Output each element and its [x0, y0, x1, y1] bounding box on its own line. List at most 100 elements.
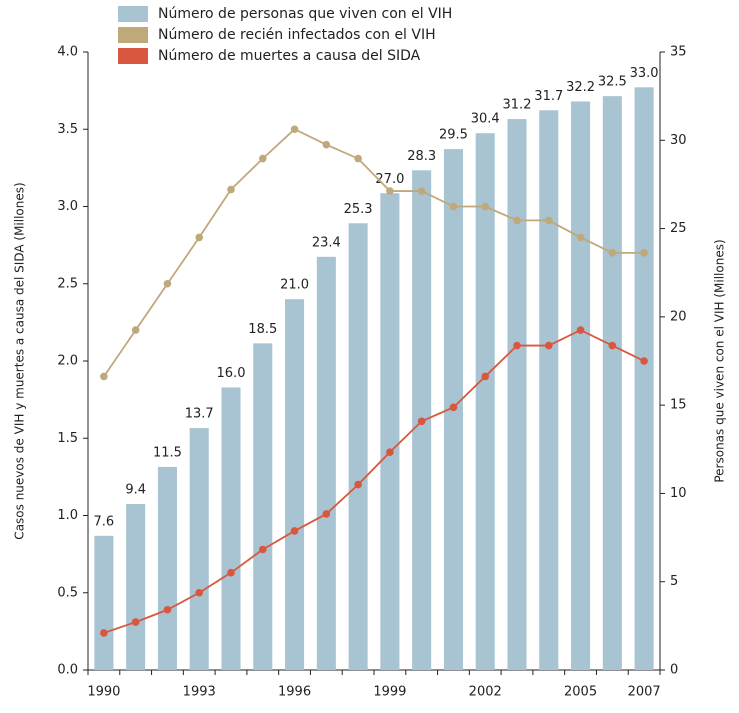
- point: [417, 187, 426, 195]
- bar: [94, 535, 114, 670]
- point: [195, 588, 204, 597]
- point: [640, 249, 648, 257]
- value-label: 21.0: [280, 278, 309, 293]
- y2-tick-label: 10: [670, 486, 687, 501]
- value-label: 33.0: [630, 66, 659, 81]
- point: [481, 372, 490, 381]
- point: [640, 357, 648, 365]
- point: [608, 341, 617, 350]
- point: [258, 154, 267, 163]
- y2-tick-label: 15: [670, 398, 687, 413]
- value-label: 31.7: [534, 89, 563, 104]
- bar: [475, 133, 495, 671]
- x-tick-label: 2005: [564, 685, 597, 700]
- y2-tick-label: 5: [670, 574, 678, 589]
- legend-label: Número de muertes a causa del SIDA: [158, 48, 421, 64]
- legend-swatch: [118, 48, 148, 64]
- point: [608, 249, 617, 257]
- point: [227, 568, 235, 577]
- y2-tick-label: 0: [670, 663, 678, 678]
- y2-tick-label: 25: [670, 221, 687, 236]
- bar: [507, 119, 527, 670]
- value-label: 25.3: [344, 202, 373, 217]
- bar: [571, 101, 591, 670]
- point: [195, 233, 204, 242]
- legend-swatch: [118, 27, 148, 43]
- legend-swatch: [118, 6, 148, 22]
- value-label: 30.4: [471, 112, 500, 127]
- value-label: 28.3: [407, 149, 436, 164]
- value-label: 7.6: [94, 514, 115, 529]
- point: [449, 202, 458, 211]
- point: [258, 545, 267, 554]
- y2-tick-label: 30: [670, 133, 687, 148]
- line: [103, 128, 645, 377]
- point: [513, 216, 521, 225]
- line: [103, 329, 645, 634]
- point: [386, 187, 394, 195]
- point: [544, 216, 553, 225]
- y2-axis-title: Personas que viven con el VIH (Millones): [713, 239, 727, 482]
- y-tick-label: 3.5: [57, 122, 78, 137]
- point: [227, 185, 235, 194]
- legend-label: Número de recién infectados con el VIH: [158, 27, 436, 43]
- value-label: 32.2: [566, 80, 595, 95]
- bar: [189, 428, 209, 670]
- bar: [316, 256, 336, 670]
- bar: [539, 110, 559, 671]
- point: [100, 629, 108, 637]
- y-tick-label: 0.5: [57, 585, 78, 600]
- point: [163, 279, 172, 288]
- x-tick-label: 2002: [469, 685, 502, 700]
- point: [131, 326, 140, 334]
- point: [513, 341, 521, 350]
- point: [163, 605, 172, 614]
- point: [131, 618, 140, 626]
- bar: [253, 343, 273, 670]
- x-tick-label: 1996: [278, 685, 311, 700]
- value-label: 23.4: [312, 235, 341, 250]
- y-tick-label: 4.0: [57, 45, 78, 60]
- value-label: 11.5: [153, 445, 182, 460]
- x-tick-label: 1993: [183, 685, 216, 700]
- y-tick-label: 2.0: [57, 354, 78, 369]
- point: [449, 403, 458, 412]
- y-tick-label: 1.5: [57, 431, 78, 446]
- y-tick-label: 0.0: [57, 663, 78, 678]
- value-label: 16.0: [217, 366, 246, 381]
- point: [322, 140, 331, 149]
- bar: [221, 387, 241, 670]
- point: [481, 202, 490, 211]
- value-label: 13.7: [185, 407, 214, 422]
- y2-tick-label: 35: [670, 45, 687, 60]
- point: [290, 527, 299, 535]
- value-label: 32.5: [598, 75, 627, 90]
- bar: [157, 466, 177, 670]
- bar: [634, 87, 654, 671]
- x-tick-label: 2007: [628, 685, 661, 700]
- y-tick-label: 2.5: [57, 276, 78, 291]
- y-axis-title: Casos nuevos de VIH y muertes a causa de…: [13, 182, 27, 539]
- x-tick-label: 1990: [87, 685, 120, 700]
- bar: [126, 504, 146, 670]
- x-tick-label: 1999: [373, 685, 406, 700]
- y-tick-label: 3.0: [57, 199, 78, 214]
- y-tick-label: 1.0: [57, 508, 78, 523]
- point: [576, 326, 585, 334]
- bar: [602, 96, 622, 670]
- legend-label: Número de personas que viven con el VIH: [158, 6, 452, 22]
- point: [417, 417, 426, 426]
- value-label: 29.5: [439, 128, 468, 143]
- point: [386, 448, 394, 456]
- point: [322, 510, 331, 518]
- point: [576, 233, 585, 242]
- point: [354, 154, 362, 163]
- point: [544, 341, 553, 350]
- bar: [285, 299, 305, 670]
- bar: [348, 223, 368, 670]
- bar: [380, 193, 400, 670]
- value-label: 9.4: [125, 483, 146, 498]
- value-label: 18.5: [248, 322, 277, 337]
- value-label: 31.2: [503, 98, 532, 113]
